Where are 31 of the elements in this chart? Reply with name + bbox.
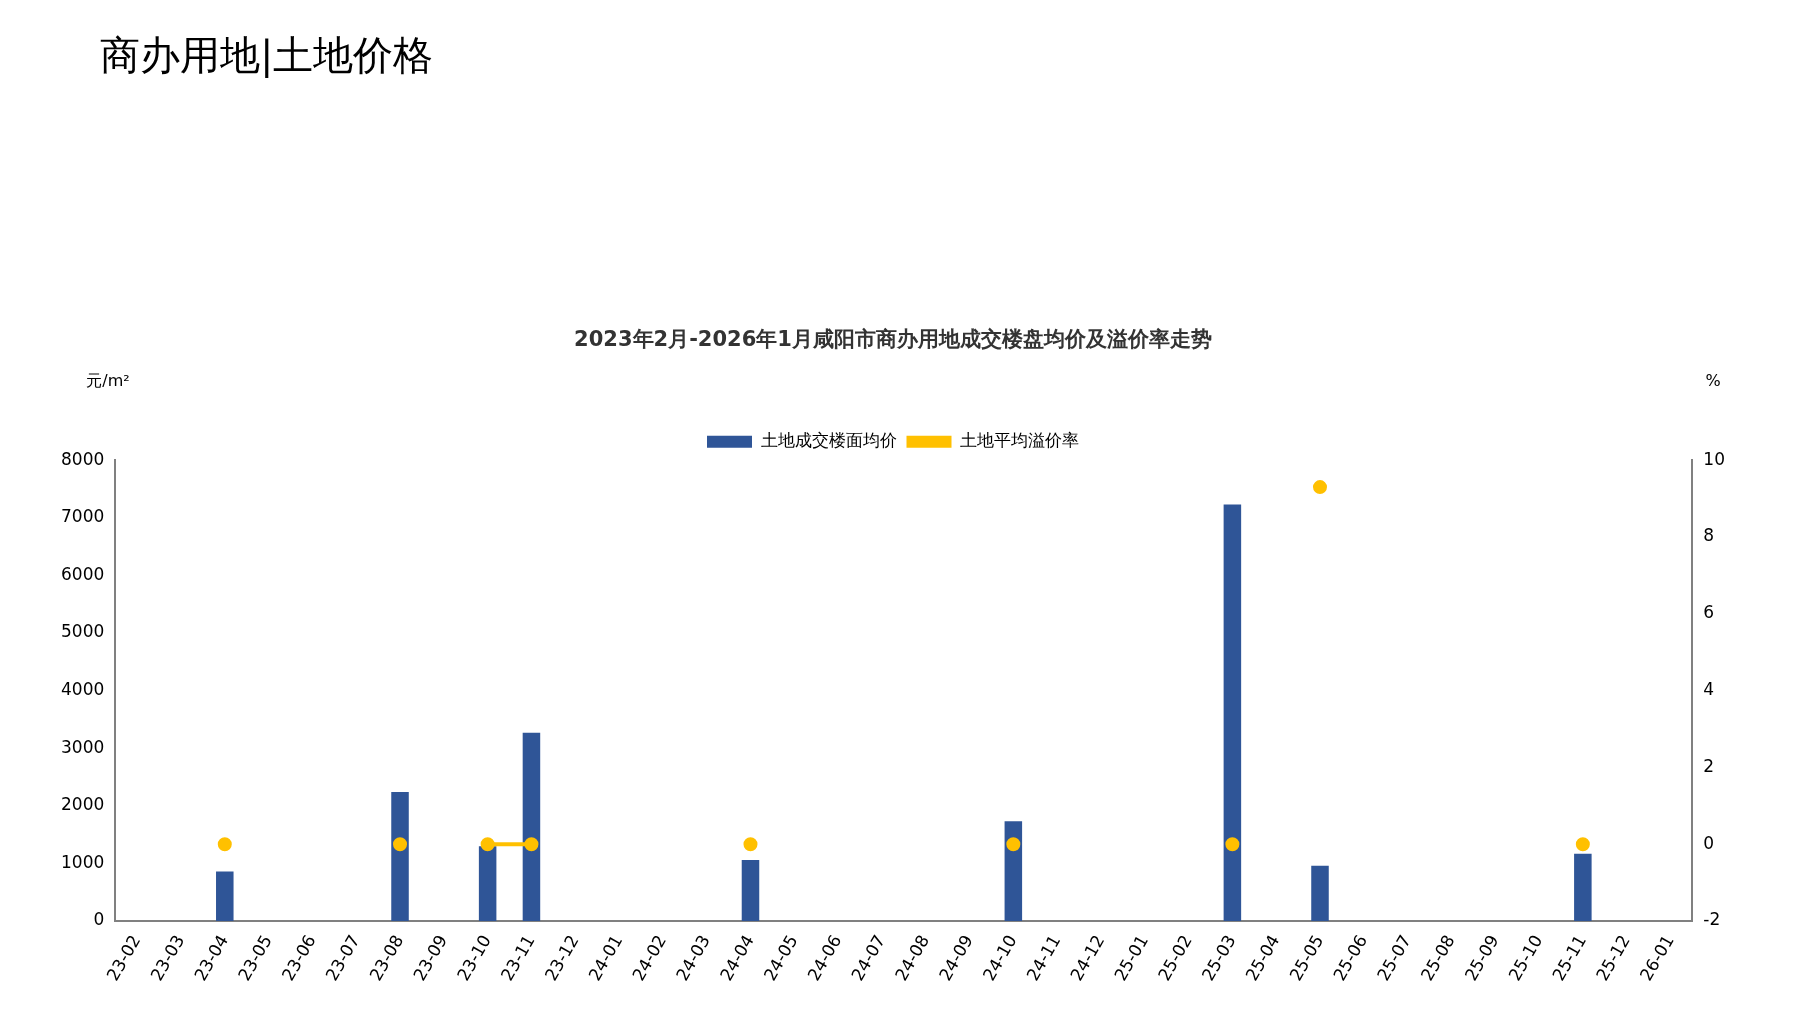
y-tick-label: 3000 [61, 736, 105, 757]
chart-subtitle: 商办用地|土地价格 [100, 31, 434, 80]
y2-tick-label: 10 [1703, 448, 1726, 469]
y2-tick-label: 8 [1703, 525, 1715, 546]
bar [478, 846, 497, 922]
bar [1004, 821, 1023, 922]
chart-title: 2023年2月-2026年1月咸阳市商办用地成交楼盘均价及溢价率走势 [574, 327, 1212, 352]
y-tick-label: 8000 [61, 448, 105, 469]
bar [522, 732, 541, 922]
y-axis-title: 元/m² [86, 371, 130, 391]
y-tick-label: 6000 [61, 563, 105, 584]
y-tick-label: 1000 [61, 851, 105, 872]
legend-label: 土地平均溢价率 [960, 430, 1079, 451]
bar [216, 871, 234, 922]
y2-tick-label: -2 [1703, 909, 1721, 930]
y2-tick-label: 4 [1703, 679, 1715, 700]
y-tick-label: 4000 [61, 679, 105, 700]
bar [391, 791, 409, 922]
bar [1574, 853, 1592, 922]
y-tick-label: 5000 [61, 621, 105, 642]
y2-axis-title: % [1705, 371, 1721, 391]
y2-tick-label: 2 [1703, 755, 1715, 776]
y-tick-label: 2000 [61, 794, 105, 815]
y2-tick-label: 6 [1703, 602, 1715, 623]
bar [1223, 504, 1242, 922]
legend-label: 土地成交楼面均价 [760, 430, 897, 451]
y2-tick-label: 0 [1703, 832, 1715, 853]
y-tick-label: 7000 [61, 506, 105, 527]
y-tick-label: 0 [93, 909, 105, 930]
bar [1311, 865, 1329, 922]
bar [741, 859, 760, 922]
